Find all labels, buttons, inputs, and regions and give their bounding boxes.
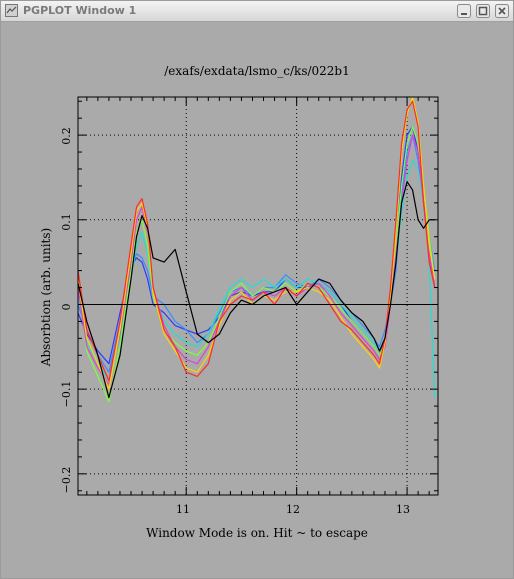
absorption-plot: /exafs/exdata/lsmo_c/ks/022b1 Window Mod… (39, 64, 439, 540)
plot-area[interactable]: /exafs/exdata/lsmo_c/ks/022b1 Window Mod… (5, 22, 509, 575)
maximize-icon[interactable] (476, 4, 490, 18)
y-tick-label-0: 0 (60, 304, 73, 311)
app-icon (5, 4, 18, 17)
series-line (77, 181, 435, 399)
y-axis-label: Absorbtion (arb. units) (39, 228, 53, 367)
plot-title: /exafs/exdata/lsmo_c/ks/022b1 (164, 64, 350, 78)
x-tick-label-11: 11 (176, 503, 190, 516)
x-tick-label-13: 13 (396, 503, 410, 516)
grid (78, 97, 438, 495)
status-text: Window Mode is on. Hit ~ to escape (146, 526, 368, 540)
tick-marks (78, 97, 438, 495)
title-bar[interactable]: PGPLOT Window 1 (1, 1, 513, 22)
y-tick-label-0.1: 0.1 (60, 213, 73, 231)
y-tick-label-neg0.1: −0.1 (60, 381, 73, 408)
y-tick-label-neg0.2: −0.2 (60, 467, 73, 494)
close-icon[interactable] (495, 4, 509, 18)
window-title: PGPLOT Window 1 (23, 4, 137, 17)
x-tick-label-12: 12 (286, 503, 300, 516)
series-line (77, 100, 436, 382)
minimize-icon[interactable] (457, 4, 471, 18)
y-tick-label-0.2: 0.2 (60, 127, 73, 145)
plot-frame (77, 96, 439, 496)
data-series (77, 96, 436, 403)
series-line (77, 96, 436, 390)
